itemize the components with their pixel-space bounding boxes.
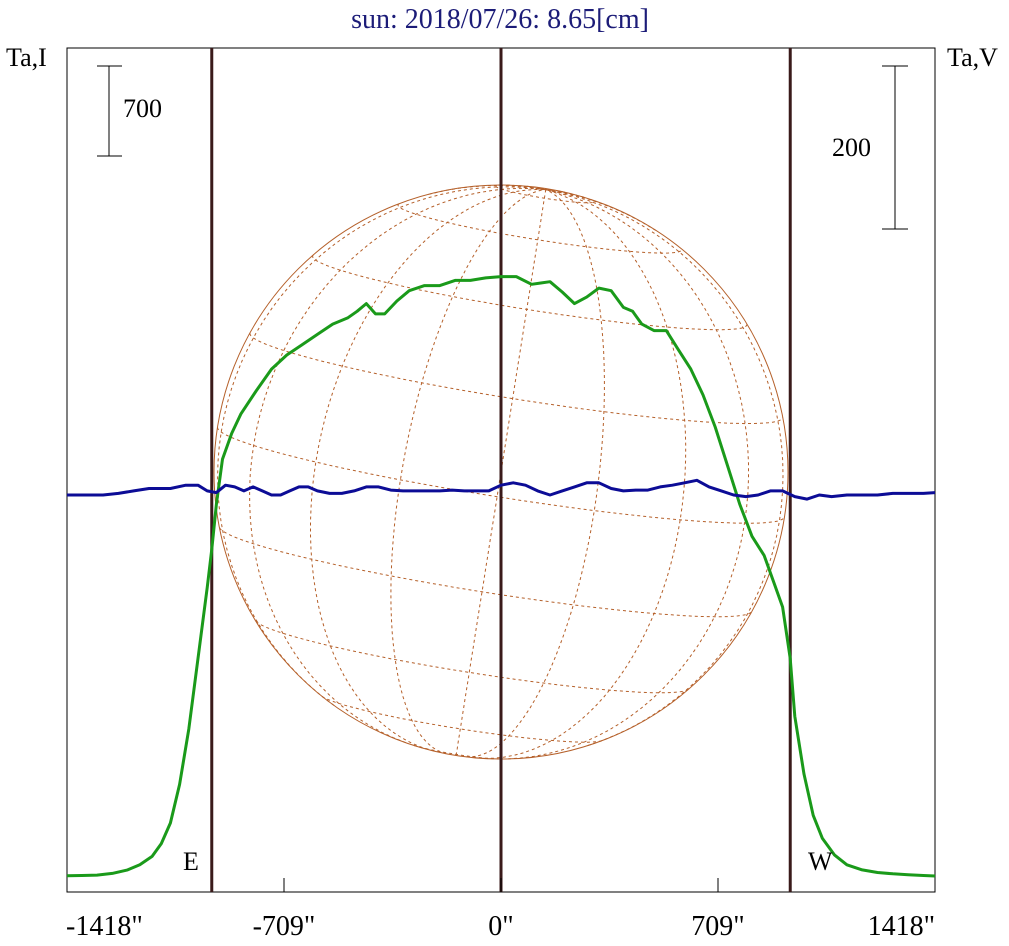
x-tick-label: -709" [253, 911, 316, 941]
x-tick-label: 1418" [868, 911, 935, 941]
x-tick-label: 0" [488, 911, 513, 941]
left-scale-label: 700 [123, 94, 162, 123]
x-tick-label: -1418" [66, 911, 143, 941]
x-tick-label: 709" [691, 911, 744, 941]
right-scale-label: 200 [832, 133, 871, 162]
chart-title: sun: 2018/07/26: 8.65[cm] [351, 4, 649, 35]
east-label: E [183, 847, 199, 876]
left-axis-label: Ta,I [6, 43, 47, 72]
right-axis-label: Ta,V [947, 43, 998, 72]
west-label: W [808, 847, 833, 876]
